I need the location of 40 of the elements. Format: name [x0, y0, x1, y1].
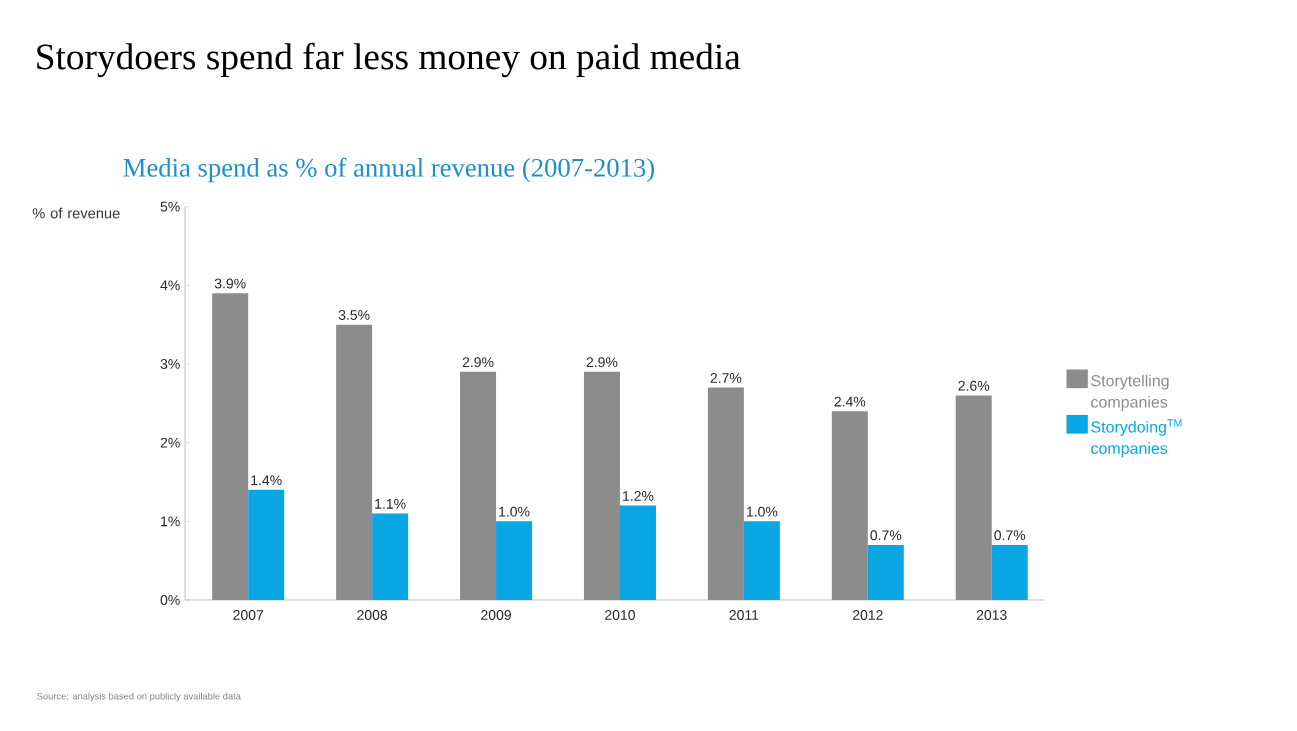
bar — [743, 521, 780, 600]
legend-label: Storytelling companies — [1091, 374, 1169, 411]
data-label: 2.4% — [834, 396, 866, 407]
text: Storydoing$^{TM}$ companies — [1091, 419, 1182, 458]
bar — [496, 521, 533, 600]
data-label: 1.0% — [746, 506, 778, 517]
x-tick-label: 2007 — [233, 610, 264, 620]
source-note: Source: analysis based on publicly available data — [37, 692, 241, 702]
chart-title: Storydoers spend far less money on paid media — [37, 42, 741, 78]
data-label: 2.7% — [710, 373, 742, 383]
y-tick-label: 5% — [160, 201, 180, 212]
bar — [619, 505, 656, 600]
data-label: 2.6% — [958, 380, 990, 391]
chart-subtitle: Media spend as % of annual revenue (2007-2013) — [123, 157, 654, 183]
x-tick-label: 2009 — [481, 610, 511, 620]
data-label: 1.1% — [375, 498, 406, 509]
y-tick-label: 1% — [161, 516, 180, 527]
x-tick-label: 2011 — [729, 610, 759, 620]
y-tick-label: 3% — [160, 359, 180, 369]
bar — [867, 544, 904, 600]
data-label: 3.5% — [338, 310, 370, 320]
x-tick-label: 2010 — [605, 610, 635, 620]
data-label: 1.4% — [251, 475, 282, 486]
data-label: 1.0% — [499, 506, 530, 517]
y-tick-label: 0% — [160, 595, 180, 605]
y-tick-label: 2% — [160, 437, 180, 448]
y-axis-title: % of revenue — [32, 207, 120, 219]
data-label: 2.9% — [586, 357, 618, 368]
y-tick-label: 4% — [160, 280, 180, 291]
x-tick-label: 2012 — [852, 610, 883, 620]
data-label: 1.2% — [623, 491, 654, 501]
data-label: 0.7% — [994, 530, 1026, 541]
x-tick-label: 2013 — [976, 610, 1007, 620]
x-tick-label: 2008 — [357, 610, 388, 620]
data-label: 3.9% — [214, 278, 246, 289]
data-label: 0.7% — [870, 530, 902, 541]
bar — [991, 544, 1028, 600]
bar — [372, 513, 409, 600]
bar — [248, 489, 285, 600]
data-label: 2.9% — [462, 357, 494, 368]
